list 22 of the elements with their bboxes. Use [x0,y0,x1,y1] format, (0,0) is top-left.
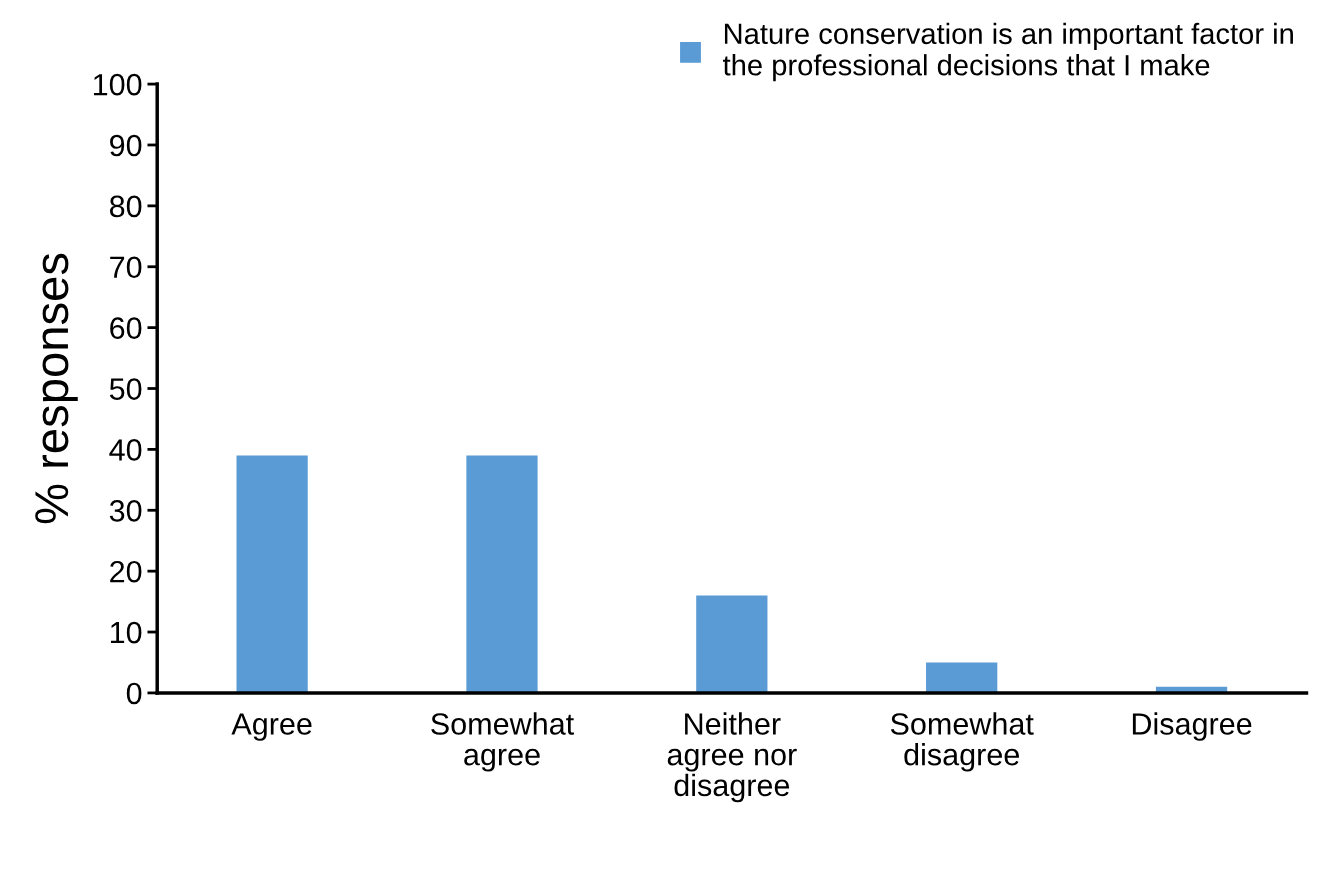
bar [926,662,998,693]
bar [466,455,538,693]
y-tick-label: 100 [93,73,142,96]
y-tick-label: 0 [126,682,142,705]
y-tick-label: 90 [110,134,142,157]
bar [696,595,768,693]
x-tick-label: Agree [231,713,312,741]
y-tick-label: 80 [109,195,142,218]
y-tick-label: 10 [110,621,142,644]
y-tick-label: 70 [110,256,142,279]
legend-label: Nature conservation is an important factor in the professional decisions that I make [723,22,1293,82]
x-tick-label: Neither agree nor disagree [667,712,797,803]
y-tick-label: 60 [110,317,142,339]
y-tick-label: 40 [109,439,142,461]
x-tick-label: Somewhat agree [431,712,574,772]
x-tick-label: Disagree [1132,712,1252,741]
y-axis-title: % responses [35,253,78,524]
y-tick-label: 50 [109,378,142,400]
bar [236,455,308,693]
x-tick-label: Somewhat disagree [890,712,1034,772]
y-tick-label: 20 [110,560,142,583]
y-tick-label: 30 [109,500,142,522]
